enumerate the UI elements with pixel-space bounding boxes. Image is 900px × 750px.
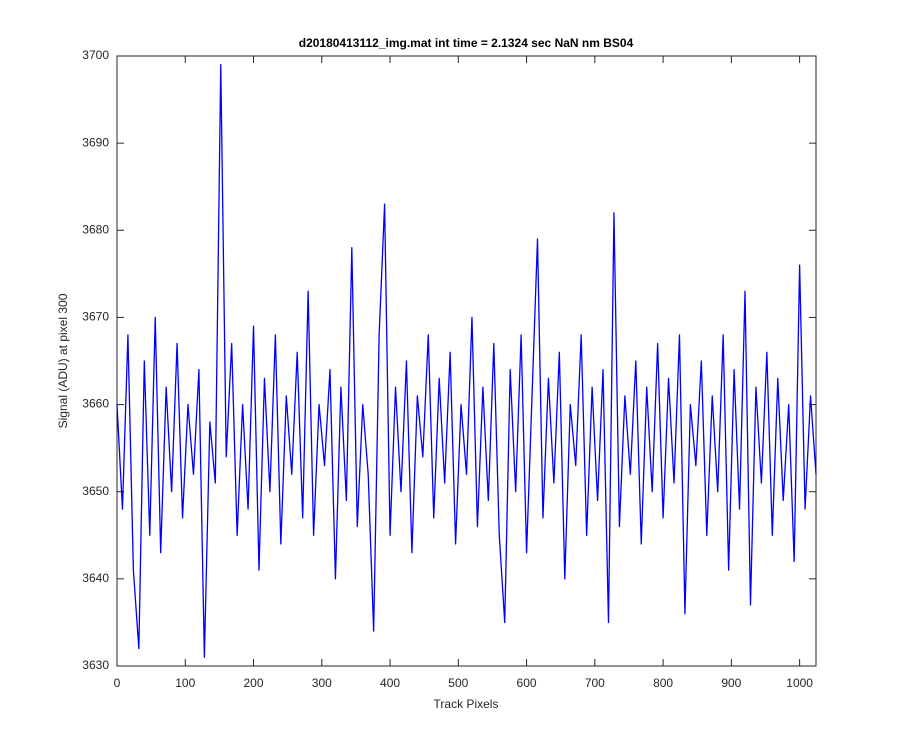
x-tick-label: 1000 — [786, 676, 813, 690]
x-tick-label: 500 — [448, 676, 468, 690]
x-tick-label: 700 — [585, 676, 605, 690]
x-tick-label: 100 — [175, 676, 195, 690]
y-tick-label: 3690 — [82, 135, 109, 149]
y-tick-label: 3700 — [82, 48, 109, 62]
y-tick-label: 3670 — [82, 310, 109, 324]
y-tick-label: 3680 — [82, 222, 109, 236]
plot-box — [116, 55, 817, 667]
y-tick-label: 3640 — [82, 571, 109, 585]
x-tick-label: 200 — [244, 676, 264, 690]
y-tick-label: 3630 — [82, 658, 109, 672]
x-tick-label: 0 — [114, 676, 121, 690]
y-tick-label: 3660 — [82, 397, 109, 411]
x-tick-label: 900 — [721, 676, 741, 690]
chart-title: d20180413112_img.mat int time = 2.1324 s… — [299, 36, 634, 50]
y-tick-label: 3650 — [82, 484, 109, 498]
x-tick-label: 300 — [312, 676, 332, 690]
x-tick-label: 600 — [517, 676, 537, 690]
x-axis-label: Track Pixels — [434, 697, 499, 711]
x-tick-label: 400 — [380, 676, 400, 690]
data-line — [116, 64, 817, 658]
x-tick-label: 800 — [653, 676, 673, 690]
y-axis-label: Signal (ADU) at pixel 300 — [56, 293, 70, 428]
